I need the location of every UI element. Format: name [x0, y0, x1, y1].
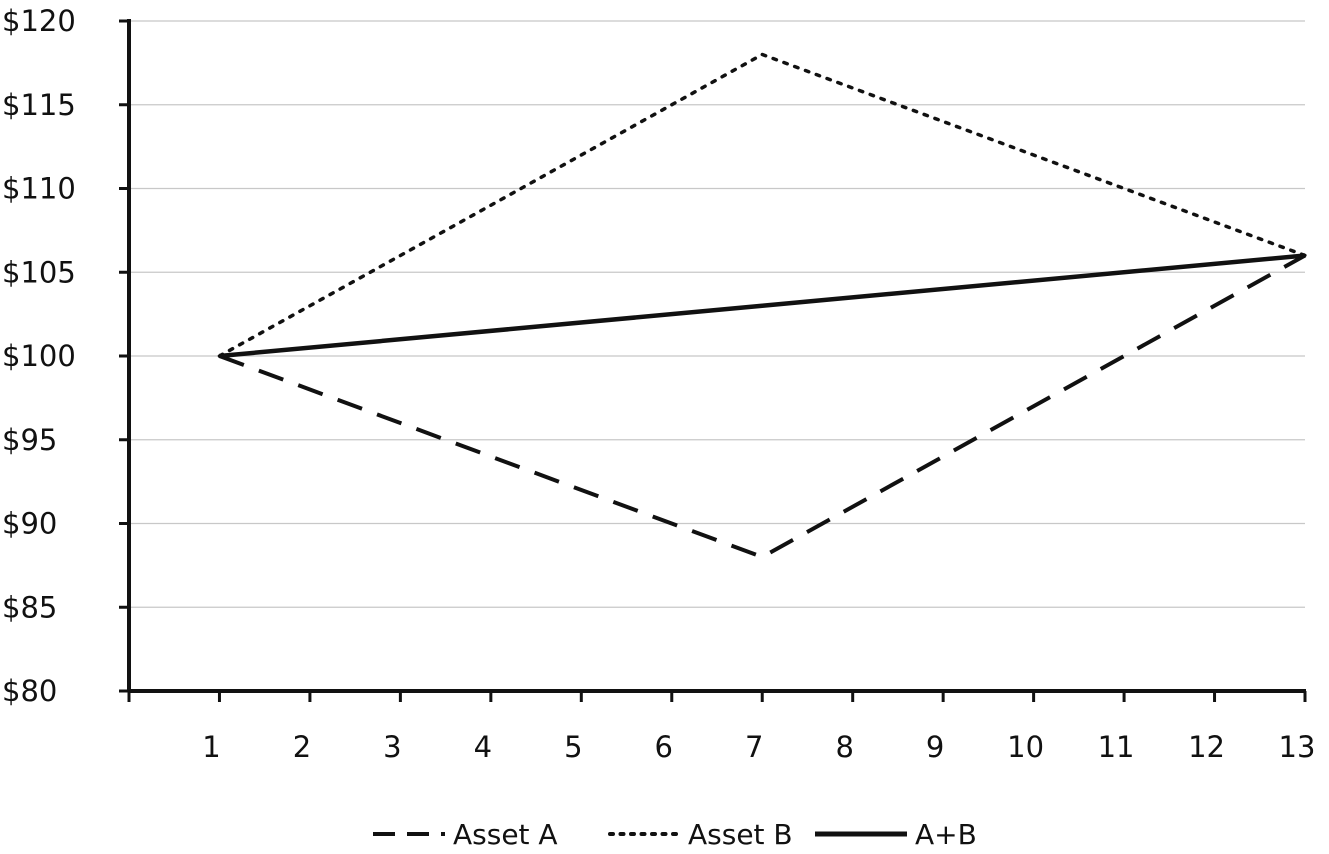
- y-tick-label: $115: [2, 88, 76, 122]
- x-axis-ticks: 1 2 3 4 5 6 7 8 9 10 11 12 13: [127, 691, 1316, 764]
- series-line-asset-a: [218, 253, 1306, 560]
- x-tick-label: 9: [926, 730, 944, 764]
- x-tick-label: 8: [835, 730, 853, 764]
- legend-label: Asset A: [453, 818, 558, 851]
- x-tick-label: 6: [655, 730, 673, 764]
- y-tick-label: $80: [2, 674, 57, 708]
- y-tick-label: $110: [2, 172, 76, 206]
- y-tick-label: $120: [2, 4, 76, 38]
- series-line-a-b: [219, 253, 1306, 359]
- y-tick-label: $90: [2, 507, 57, 541]
- series-lines: [217, 52, 1307, 560]
- x-tick-label: 1: [202, 730, 220, 764]
- x-tick-label: 2: [293, 730, 311, 764]
- x-tick-label: 11: [1098, 730, 1135, 764]
- series-line-asset-b: [217, 52, 1307, 358]
- x-tick-label: 4: [474, 730, 492, 764]
- y-tick-label: $95: [2, 423, 57, 457]
- y-axis-ticks: $80 $85 $90 $95 $100 $105 $110 $115 $120: [2, 4, 129, 708]
- x-tick-label: 10: [1007, 730, 1044, 764]
- x-tick-label: 3: [383, 730, 401, 764]
- y-tick-label: $100: [2, 339, 76, 373]
- x-tick-label: 12: [1188, 730, 1225, 764]
- legend: Asset A Asset B A+B: [373, 818, 977, 851]
- y-tick-label: $85: [2, 590, 57, 624]
- y-tick-label: $105: [2, 255, 76, 289]
- gridlines: [129, 20, 1305, 608]
- legend-label: Asset B: [688, 818, 793, 851]
- x-tick-label: 13: [1279, 730, 1316, 764]
- x-tick-label: 7: [745, 730, 763, 764]
- legend-label: A+B: [915, 818, 977, 851]
- x-tick-label: 5: [564, 730, 582, 764]
